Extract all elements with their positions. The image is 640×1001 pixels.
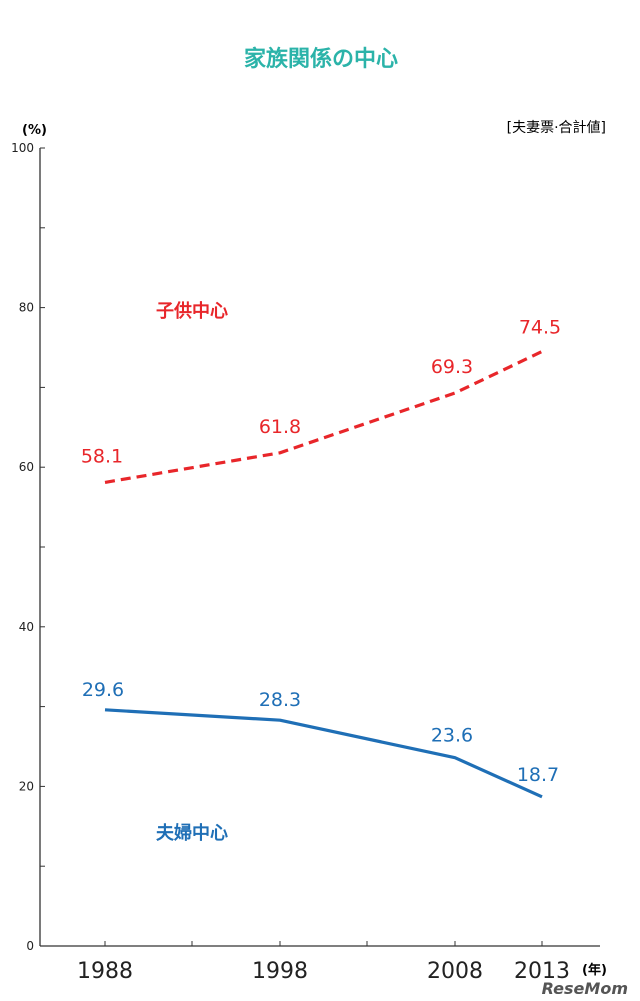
data-label: 74.5 xyxy=(519,316,561,338)
y-axis-unit-label: (%) xyxy=(22,123,47,138)
chart-title: 家族関係の中心 xyxy=(244,46,398,72)
y-tick-label: 40 xyxy=(19,620,34,634)
data-label: 29.6 xyxy=(82,679,124,701)
data-label: 61.8 xyxy=(259,416,301,438)
y-tick-label: 100 xyxy=(11,141,34,155)
series-label: 子供中心 xyxy=(156,300,228,322)
x-axis-ticks: 1988 1998 2008 2013 xyxy=(77,941,570,984)
series-line-1 xyxy=(104,350,543,484)
x-tick-label: 2008 xyxy=(427,959,483,984)
y-axis-ticks: 0 20 40 60 80 100 xyxy=(11,141,45,953)
y-tick-label: 80 xyxy=(19,301,34,315)
series-group: 58.1 61.8 69.3 74.5 子供中心 29.6 28.3 23.6 18.7 夫婦中心 xyxy=(81,300,561,844)
series-label: 夫婦中心 xyxy=(156,822,228,844)
x-tick-label: 1998 xyxy=(252,959,308,984)
x-axis-unit-label: (年) xyxy=(582,962,607,978)
series-line-2 xyxy=(104,708,543,799)
chart-note: [夫妻票·合計値] xyxy=(507,120,606,136)
x-tick-label: 2013 xyxy=(514,959,570,984)
data-label: 23.6 xyxy=(431,725,473,747)
y-tick-label: 60 xyxy=(19,460,34,474)
data-label: 58.1 xyxy=(81,445,123,467)
data-label: 28.3 xyxy=(259,689,301,711)
y-tick-label: 20 xyxy=(19,779,34,793)
data-label: 69.3 xyxy=(431,356,473,378)
y-tick-label: 0 xyxy=(26,939,34,953)
watermark: ReseMom xyxy=(542,979,628,998)
axes xyxy=(39,148,600,947)
data-label: 18.7 xyxy=(517,764,559,786)
x-tick-label: 1988 xyxy=(77,959,133,984)
